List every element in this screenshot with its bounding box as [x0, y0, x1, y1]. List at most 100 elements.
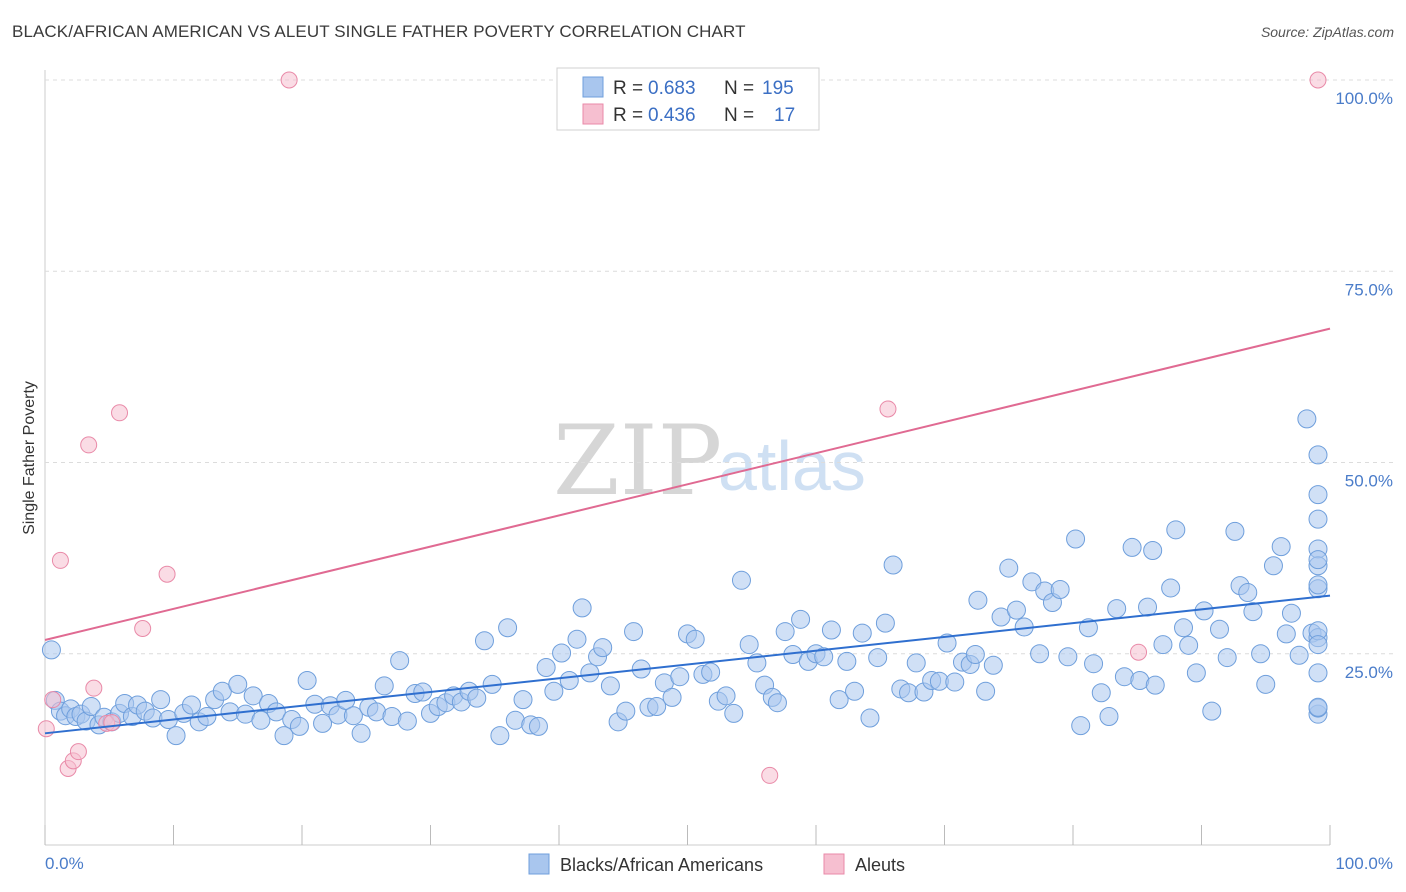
y-tick-label: 75.0% — [1345, 280, 1393, 299]
watermark-zip: ZIP — [553, 405, 722, 517]
point-blacks — [1308, 509, 1328, 529]
point-blacks — [1161, 578, 1181, 598]
point-blacks — [181, 695, 201, 715]
point-blacks — [1289, 645, 1309, 665]
point-blacks — [837, 651, 857, 671]
point-blacks — [701, 662, 721, 682]
series-label-blacks: Blacks/African Americans — [560, 855, 763, 875]
point-blacks — [251, 710, 271, 730]
trend-lines — [44, 327, 1331, 735]
point-blacks — [572, 598, 592, 618]
point-blacks — [297, 671, 317, 691]
point-blacks — [1238, 583, 1258, 603]
point-blacks — [906, 653, 926, 673]
point-blacks — [1107, 599, 1127, 619]
series-label-aleuts: Aleuts — [855, 855, 905, 875]
series-swatch-aleuts — [823, 853, 845, 875]
series-swatch-blacks — [528, 853, 550, 875]
point-blacks — [1263, 556, 1283, 576]
point-blacks — [536, 658, 556, 678]
trend-line-blacks — [44, 594, 1331, 735]
point-blacks — [829, 690, 849, 710]
point-blacks — [1143, 540, 1163, 560]
y-tick-label: 50.0% — [1345, 472, 1393, 491]
point-blacks — [1058, 647, 1078, 667]
y-axis-label: Single Father Poverty — [21, 381, 38, 535]
y-tick-labels: 25.0% 50.0% 75.0% 100.0% — [1335, 89, 1393, 682]
point-blacks — [1050, 579, 1070, 599]
x-tick-label-max: 100.0% — [1335, 854, 1393, 873]
point-blacks — [513, 690, 533, 710]
point-blacks — [552, 643, 572, 663]
point-blacks — [1084, 654, 1104, 674]
point-blacks — [1166, 520, 1186, 540]
point-blacks — [490, 726, 510, 746]
point-blacks — [1099, 706, 1119, 726]
point-blacks — [670, 667, 690, 687]
point-blacks — [1308, 663, 1328, 683]
point-blacks — [1022, 572, 1042, 592]
point-blacks — [580, 663, 600, 683]
point-blacks — [397, 711, 417, 731]
point-blacks — [716, 686, 736, 706]
point-blacks — [1145, 675, 1165, 695]
point-blacks — [390, 651, 410, 671]
point-blacks — [600, 676, 620, 696]
point-blacks — [814, 647, 834, 667]
point-blacks — [313, 713, 333, 733]
point-blacks — [883, 555, 903, 575]
series-legend: Blacks/African Americans Aleuts — [528, 853, 905, 875]
point-blacks — [616, 701, 636, 721]
legend-n-value-2: 17 — [774, 105, 795, 126]
point-blacks — [151, 690, 171, 710]
point-blacks — [1030, 644, 1050, 664]
y-tick-label: 100.0% — [1335, 89, 1393, 108]
point-aleuts — [80, 436, 98, 454]
point-blacks — [852, 623, 872, 643]
point-blacks — [1308, 635, 1328, 655]
point-blacks — [1179, 635, 1199, 655]
point-blacks — [1308, 575, 1328, 595]
point-blacks — [1066, 529, 1086, 549]
point-blacks — [775, 622, 795, 642]
point-blacks — [767, 693, 787, 713]
point-aleuts — [44, 691, 62, 709]
point-blacks — [1202, 701, 1222, 721]
point-blacks — [1194, 601, 1214, 621]
point-blacks — [1243, 602, 1263, 622]
point-blacks — [1006, 600, 1026, 620]
legend-r-value-2: 0.436 — [648, 105, 696, 126]
point-blacks — [1091, 683, 1111, 703]
point-blacks — [875, 613, 895, 633]
legend-r-label-1: R = — [613, 78, 643, 99]
point-blacks — [374, 676, 394, 696]
point-blacks — [983, 655, 1003, 675]
point-blacks — [731, 570, 751, 590]
point-blacks — [567, 629, 587, 649]
point-blacks — [945, 672, 965, 692]
point-blacks — [739, 635, 759, 655]
point-blacks — [1174, 618, 1194, 638]
legend-swatch-blue — [582, 76, 604, 98]
point-aleuts — [111, 404, 129, 422]
point-blacks — [1078, 618, 1098, 638]
point-blacks — [474, 631, 494, 651]
point-blacks — [685, 629, 705, 649]
point-blacks — [343, 706, 363, 726]
point-blacks — [968, 590, 988, 610]
point-blacks — [1308, 550, 1328, 570]
point-blacks — [724, 703, 744, 723]
point-blacks — [999, 558, 1019, 578]
point-blacks — [821, 620, 841, 640]
point-aleuts — [51, 551, 69, 569]
point-blacks — [1122, 537, 1142, 557]
point-blacks — [166, 726, 186, 746]
legend-n-label-1: N = — [724, 78, 754, 99]
point-blacks — [868, 648, 888, 668]
point-blacks — [1209, 619, 1229, 639]
legend-r-label-2: R = — [613, 105, 643, 126]
data-points — [37, 71, 1328, 784]
point-blacks — [1251, 644, 1271, 664]
point-blacks — [1276, 624, 1296, 644]
